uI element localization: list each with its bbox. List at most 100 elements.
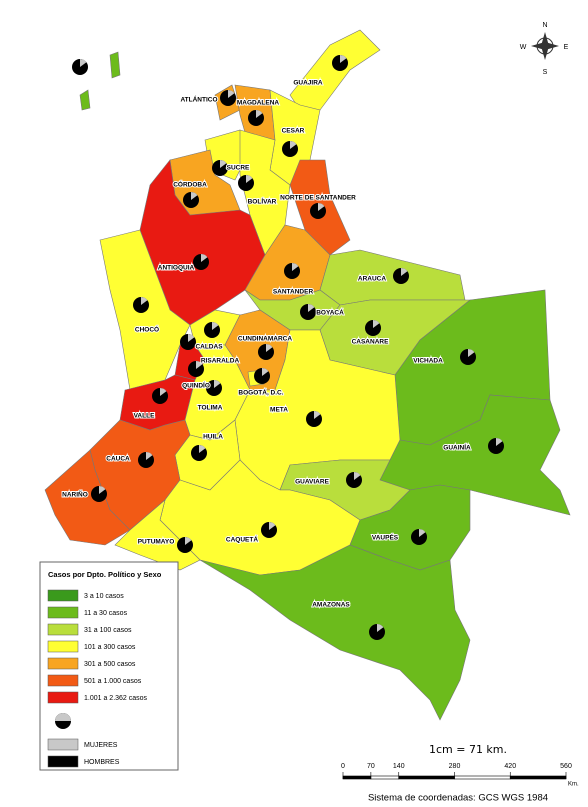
department-label: CÓRDOBA (173, 180, 207, 189)
department-label: CHOCÓ (135, 325, 159, 334)
department-label: CAQUETÁ (226, 535, 258, 544)
pie-women (256, 110, 263, 118)
scale-segment (509, 775, 567, 780)
department-label: AMAZONAS (312, 602, 350, 609)
pies (72, 55, 504, 640)
region (79, 89, 91, 111)
coordinate-system: Sistema de coordenadas: GCS WGS 1984 (368, 793, 548, 804)
pie-women (214, 380, 221, 388)
pie-women (188, 334, 195, 342)
pie-women (199, 445, 206, 453)
compass: N E S W (520, 22, 569, 76)
scale-unit: Km. (568, 782, 579, 788)
legend-label: MUJERES (84, 742, 118, 749)
department-label: PUTUMAYO (138, 539, 175, 546)
department-label: CAUCA (106, 456, 130, 463)
pie-women (308, 304, 315, 312)
legend-swatch (47, 755, 79, 768)
region (109, 51, 121, 79)
compass-s: S (543, 69, 548, 76)
department-label: ATLÁNTICO (180, 95, 217, 104)
department-label: SANTANDER (273, 289, 314, 296)
department-label: VICHADA (413, 358, 443, 365)
scale-label: 1cm = 71 km. (429, 743, 507, 756)
scale-tick-label: 420 (504, 763, 516, 770)
compass-w: W (520, 44, 527, 51)
department-label: BOLÍVAR (248, 197, 277, 206)
legend-label: 1.001 a 2.362 casos (84, 695, 148, 702)
department-label: ANTIOQUIA (158, 265, 195, 272)
legend-swatch (47, 738, 79, 751)
department-label: NORTE DE SANTANDER (280, 195, 356, 202)
department-label: CUNDINAMARCA (238, 336, 292, 343)
region (319, 249, 466, 306)
scale-tick-label: 0 (341, 763, 345, 770)
legend-title: Casos por Dpto. Político y Sexo (48, 570, 162, 579)
legend-label: 501 a 1.000 casos (84, 678, 142, 685)
legend-swatch (47, 674, 79, 687)
region (114, 499, 201, 571)
pie-women (146, 452, 153, 460)
compass-e: E (564, 44, 569, 51)
pie-women (262, 368, 269, 376)
legend-swatch (47, 657, 79, 670)
legend-swatch (47, 589, 79, 602)
pie-women (377, 624, 384, 632)
legend-label: 301 a 500 casos (84, 661, 136, 668)
pie-women (141, 297, 148, 305)
department-label: ARAUCA (358, 276, 386, 283)
scale-segment (370, 775, 400, 780)
scale-tick-label: 560 (560, 763, 572, 770)
pie-women (468, 349, 475, 357)
pie-women (99, 486, 106, 494)
pie-women (496, 438, 503, 446)
pie-women (160, 388, 167, 396)
legend-swatch (47, 623, 79, 636)
pie-women (228, 90, 235, 98)
compass-n: N (542, 22, 547, 29)
pie-women (318, 203, 325, 211)
pie-women (373, 320, 380, 328)
pie-women (246, 175, 253, 183)
regions (44, 29, 571, 721)
pie-women (212, 322, 219, 330)
region (289, 29, 381, 111)
scale-tick-label: 280 (449, 763, 461, 770)
pie-women (354, 472, 361, 480)
pie-women (201, 254, 208, 262)
department-label: CALDAS (195, 344, 223, 351)
department-label: HUILA (203, 434, 223, 441)
scale-tick-label: 140 (393, 763, 405, 770)
pie-women (340, 55, 347, 63)
pie-women (220, 160, 227, 168)
department-label: VAUPÉS (372, 533, 399, 542)
pie-women (185, 537, 192, 545)
department-label: META (270, 407, 288, 414)
region (199, 544, 471, 721)
department-label: NARIÑO (62, 490, 88, 499)
scale-segment (454, 775, 511, 780)
scale-segment (342, 775, 372, 780)
legend-pie-women (55, 713, 71, 721)
pie-women (290, 141, 297, 149)
department-label: GUAINÍA (443, 443, 471, 452)
department-label: SUCRE (227, 165, 250, 172)
department-label: RISARALDA (201, 358, 240, 365)
pie-women (292, 263, 299, 271)
department-label: CASANARE (352, 339, 390, 346)
pie-women (191, 192, 198, 200)
pie-women (401, 268, 408, 276)
pie-women (269, 522, 276, 530)
department-label: VALLE (134, 413, 155, 420)
pie-women (419, 529, 426, 537)
labels: GUAJIRA ATLÁNTICO MAGDALENA CESAR SUCRE CÓRDO… (61, 79, 472, 610)
department-label: QUINDÍO (182, 381, 210, 390)
legend-swatch (47, 606, 79, 619)
department-label: CESAR (282, 128, 305, 135)
legend-swatch (47, 691, 79, 704)
department-label: BOYACÁ (316, 308, 344, 317)
department-label: TOLIMA (198, 405, 223, 412)
department-label: GUAVIARE (295, 479, 329, 486)
